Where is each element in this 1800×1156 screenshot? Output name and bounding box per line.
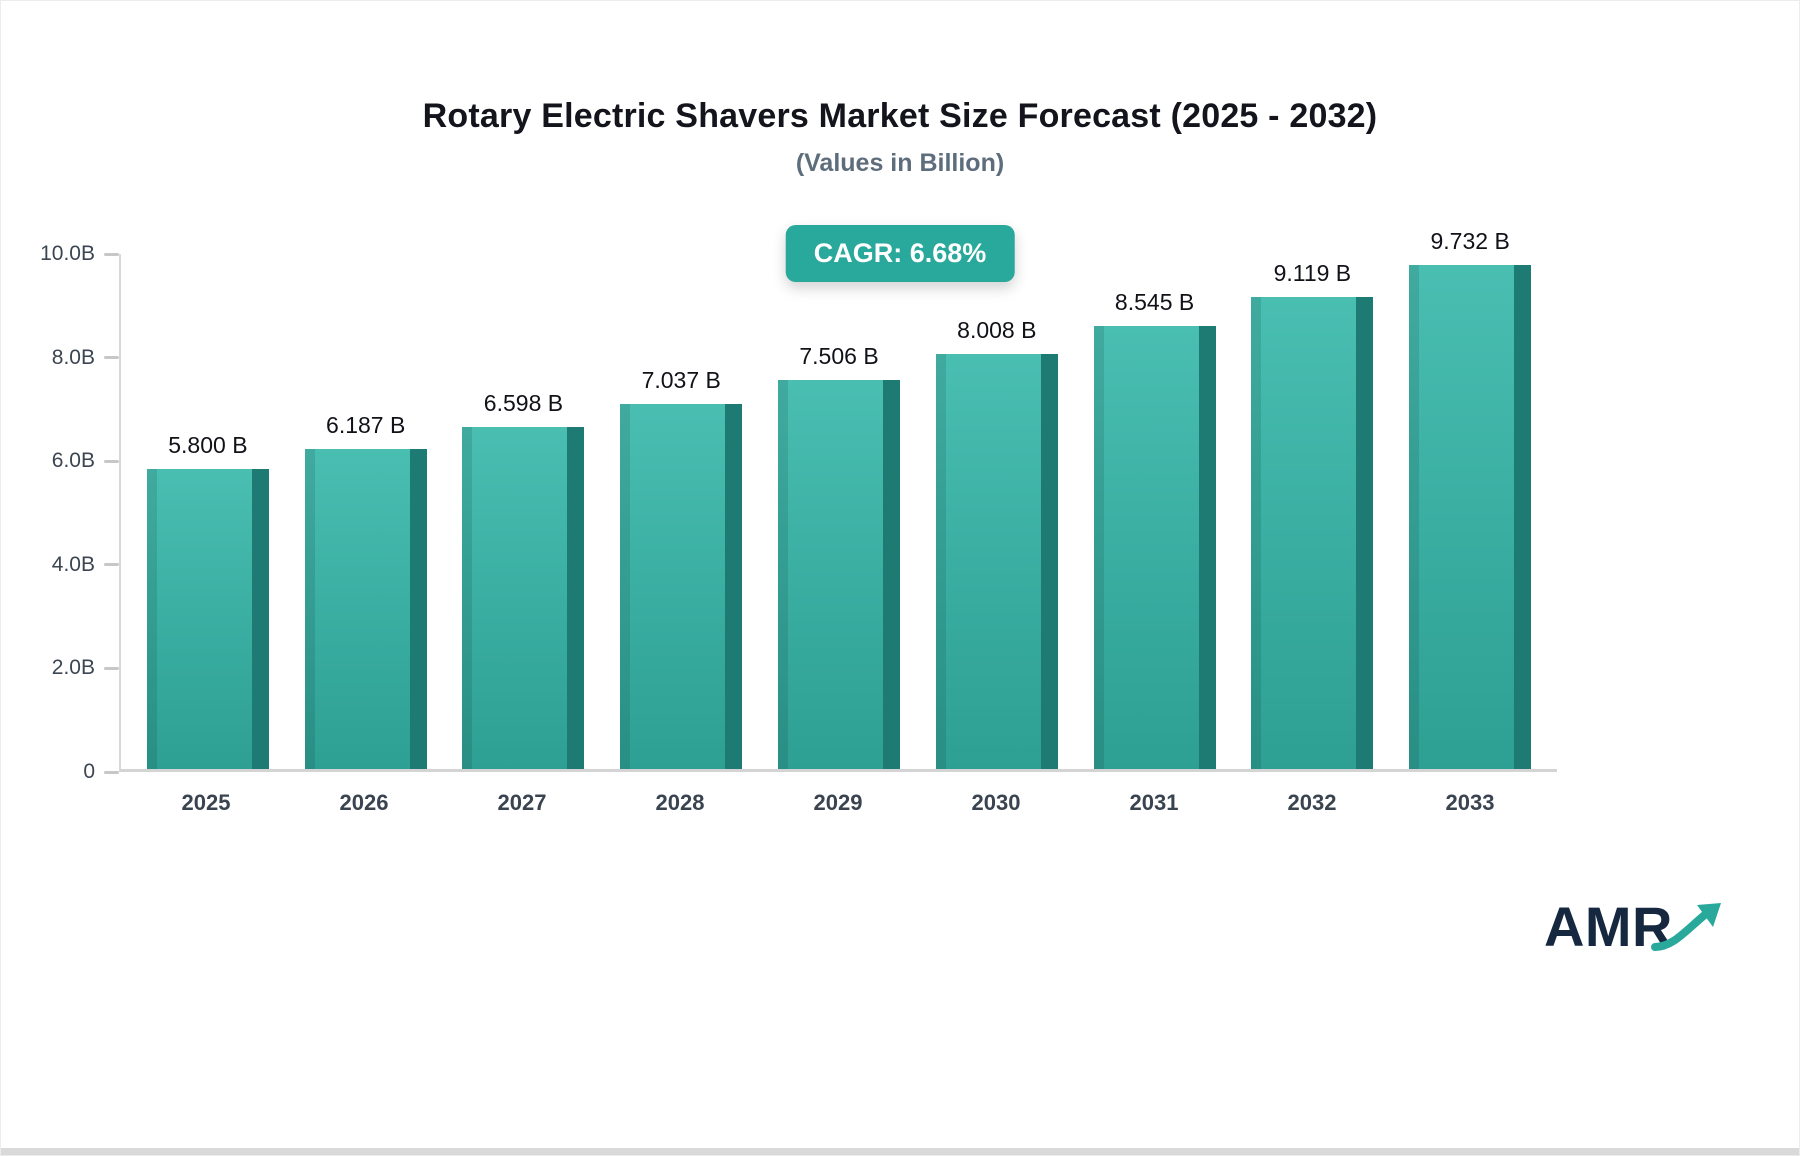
bar-group: 8.008 B <box>918 254 1076 769</box>
bar-side <box>1198 326 1216 769</box>
bar-value-label: 6.187 B <box>326 411 406 438</box>
y-tick: 4.0B <box>52 553 119 577</box>
bar-side <box>251 468 269 769</box>
bar-face <box>935 354 1041 769</box>
bar: 5.800 B <box>146 432 269 769</box>
bar-value-label: 7.506 B <box>799 343 879 370</box>
bar-side <box>567 427 585 769</box>
amr-logo: AMR <box>1544 899 1725 955</box>
chart-subtitle: (Values in Billion) <box>795 149 1005 177</box>
y-tick-dash <box>104 356 119 360</box>
y-axis: 10.0B 8.0B 6.0B 4.0B 2.0B 0 <box>37 242 119 783</box>
y-tick-label: 6.0B <box>51 449 95 473</box>
bar: 6.598 B <box>462 390 585 769</box>
bar-face <box>778 380 884 769</box>
bar-group: 9.732 B <box>1391 228 1549 769</box>
bottom-edge <box>1 1148 1799 1155</box>
bar: 7.037 B <box>620 367 743 769</box>
bar-group: 7.037 B <box>602 254 760 769</box>
growth-arrow-icon <box>1651 903 1721 951</box>
bar-face <box>146 468 252 769</box>
x-axis-label: 2028 <box>655 790 705 815</box>
bar-value-label: 7.037 B <box>641 367 721 394</box>
y-tick-label: 2.0B <box>51 656 95 680</box>
bar-group: 6.598 B <box>445 254 603 769</box>
bar: 8.545 B <box>1093 289 1216 769</box>
bar-value-label: 6.598 B <box>483 390 564 417</box>
x-axis-label: 2030 <box>971 790 1021 815</box>
x-axis-label: 2027 <box>497 790 547 815</box>
bar-group: 9.119 B <box>1233 254 1391 769</box>
y-tick: 8.0B <box>52 346 119 370</box>
x-axis-labels: 2025 2026 2027 2028 2029 2030 2031 2032 2033 <box>119 790 1557 816</box>
x-axis-label: 2026 <box>339 790 389 815</box>
bar-face <box>1251 296 1357 769</box>
x-axis-label: 2033 <box>1445 790 1495 815</box>
y-tick-label: 10.0B <box>40 242 95 265</box>
bar: 9.119 B <box>1251 260 1374 769</box>
y-tick-dash <box>104 666 119 670</box>
bar: 7.506 B <box>778 343 901 769</box>
bar-side <box>725 404 743 769</box>
bar-chart: 10.0B 8.0B 6.0B 4.0B 2.0B 0 5.800 B 6.187 B 6.5… <box>37 228 1557 816</box>
bar-side <box>1356 296 1374 769</box>
bar-value-label: 9.732 B <box>1430 227 1510 254</box>
cagr-badge: CAGR: 6.68% <box>785 225 1015 282</box>
bar-face <box>304 448 410 769</box>
bar-face <box>1093 326 1199 769</box>
bars-row: 5.800 B 6.187 B 6.598 B 7.037 B 7.506 B 8.008… <box>121 228 1557 769</box>
x-axis-label: 2032 <box>1287 790 1337 815</box>
bar-group: 5.800 B <box>129 254 287 769</box>
bar-side <box>1514 264 1532 769</box>
bar: 8.008 B <box>935 317 1058 769</box>
y-tick: 2.0B <box>52 656 119 680</box>
bar-side <box>409 448 427 769</box>
y-tick: 6.0B <box>52 449 119 473</box>
x-axis-label: 2029 <box>813 790 863 815</box>
plot-area: 5.800 B 6.187 B 6.598 B 7.037 B 7.506 B 8.008… <box>119 228 1557 772</box>
y-tick: 10.0B <box>40 242 119 266</box>
bar-group: 6.187 B <box>287 254 445 769</box>
bar-side <box>883 380 901 769</box>
y-tick-dash <box>104 563 119 567</box>
y-tick: 0 <box>83 760 119 784</box>
bar-group: 7.506 B <box>760 254 918 769</box>
y-tick-dash <box>104 252 119 256</box>
bar-face <box>620 404 726 769</box>
x-axis-label: 2025 <box>181 790 231 815</box>
bar-side <box>1040 354 1058 769</box>
bar-value-label: 9.119 B <box>1273 259 1352 286</box>
amr-logo-text: AMR <box>1543 895 1673 958</box>
bar: 9.732 B <box>1409 228 1532 769</box>
chart-title: Rotary Electric Shavers Market Size Fore… <box>422 97 1378 135</box>
y-tick-label: 0 <box>83 760 95 783</box>
bar-value-label: 8.545 B <box>1114 289 1195 316</box>
bar: 6.187 B <box>304 412 427 769</box>
y-tick-dash <box>104 459 119 463</box>
x-axis-label: 2031 <box>1129 790 1179 815</box>
y-tick-dash <box>104 770 119 774</box>
y-tick-label: 8.0B <box>51 345 95 369</box>
bar-group: 8.545 B <box>1076 254 1234 769</box>
bar-value-label: 8.008 B <box>957 317 1037 344</box>
bar-face <box>1409 264 1515 769</box>
bar-face <box>462 427 568 769</box>
y-tick-label: 4.0B <box>51 552 95 576</box>
bar-value-label: 5.800 B <box>168 431 248 458</box>
